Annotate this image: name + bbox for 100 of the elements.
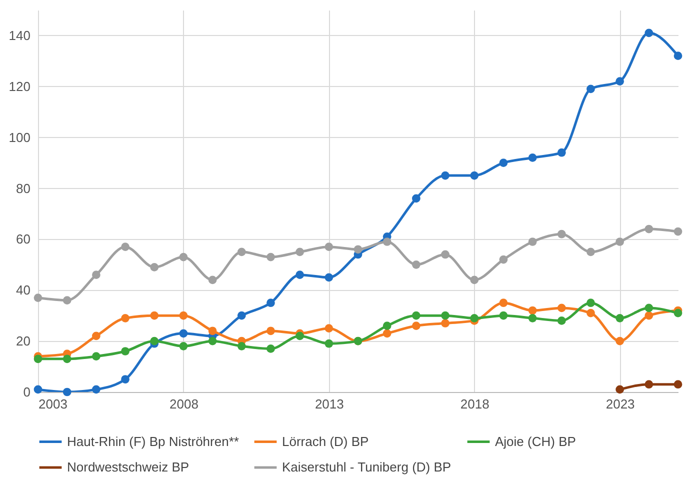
point (382, 322, 392, 330)
point (674, 380, 682, 389)
x-tick-label: 2023 (606, 396, 635, 412)
x-tick-label: 2013 (314, 396, 344, 412)
point (34, 385, 42, 394)
point (296, 332, 304, 340)
point (121, 314, 130, 322)
point (237, 248, 246, 256)
point (266, 326, 275, 336)
point (150, 311, 159, 320)
y-tick-label: 120 (8, 78, 30, 94)
point (557, 230, 566, 238)
point (674, 52, 682, 60)
point (266, 344, 275, 353)
y-tick-label: 100 (8, 130, 30, 145)
point (121, 242, 130, 252)
point (324, 324, 334, 333)
point (616, 238, 624, 246)
y-tick-label: 40 (16, 282, 30, 298)
point (324, 242, 334, 252)
y-tick-label: 60 (16, 232, 30, 247)
x-tick-label: 2003 (38, 396, 68, 412)
point (382, 238, 392, 246)
point (499, 298, 508, 308)
point (354, 245, 362, 254)
legend-label: Kaiserstuhl - Tuniberg (D) BP (282, 460, 452, 474)
point (208, 336, 217, 346)
y-tick-label: 140 (8, 28, 30, 43)
point (412, 260, 420, 269)
point (266, 298, 275, 308)
point (528, 238, 537, 246)
point (62, 354, 72, 364)
legend-label: Lörrach (D) BP (282, 434, 369, 449)
point (586, 84, 595, 94)
point (412, 194, 420, 203)
x-tick-label: 2018 (460, 396, 490, 412)
point (616, 385, 624, 394)
point (557, 304, 566, 312)
point (616, 336, 624, 346)
point (237, 342, 246, 350)
point (412, 322, 420, 330)
point (324, 339, 334, 348)
point (499, 255, 508, 264)
point (179, 311, 188, 320)
point (644, 224, 654, 234)
point (34, 354, 42, 364)
point (92, 332, 100, 340)
point (557, 316, 566, 325)
point (644, 304, 654, 312)
point (644, 380, 654, 389)
point (499, 158, 508, 167)
point (324, 273, 334, 282)
point (121, 375, 130, 384)
point (674, 308, 682, 318)
x-tick-label: 2008 (169, 396, 198, 412)
point (586, 248, 595, 256)
point (557, 148, 566, 157)
point (179, 252, 188, 262)
point (586, 308, 595, 318)
point (92, 270, 100, 280)
point (296, 248, 304, 256)
point (644, 311, 654, 320)
point (208, 276, 217, 284)
point (441, 250, 450, 259)
y-tick-label: 80 (16, 180, 30, 196)
point (528, 314, 537, 322)
point (179, 329, 188, 338)
point (528, 306, 537, 315)
point (441, 319, 450, 328)
point (441, 171, 450, 180)
point (237, 311, 246, 320)
point (528, 154, 537, 162)
point (616, 77, 624, 86)
point (179, 342, 188, 350)
point (586, 298, 595, 308)
point (34, 294, 42, 302)
legend-label: Haut-Rhin (F) Bp Niströhren** (67, 434, 239, 449)
point (412, 311, 420, 320)
point (62, 388, 72, 396)
point (616, 314, 624, 322)
point (208, 326, 217, 336)
y-tick-label: 0 (23, 384, 30, 400)
point (499, 311, 508, 320)
point (92, 385, 100, 394)
point (470, 276, 479, 284)
y-tick-label: 20 (16, 334, 30, 349)
point (644, 28, 654, 38)
point (150, 336, 159, 346)
point (382, 329, 392, 338)
point (266, 252, 275, 262)
point (470, 171, 479, 180)
point (441, 311, 450, 320)
legend-label: Nordwestschweiz BP (67, 460, 190, 474)
point (150, 263, 159, 272)
point (121, 347, 130, 356)
point (674, 227, 682, 236)
point (62, 296, 72, 304)
point (296, 270, 304, 280)
point (92, 352, 100, 361)
point (470, 314, 479, 322)
